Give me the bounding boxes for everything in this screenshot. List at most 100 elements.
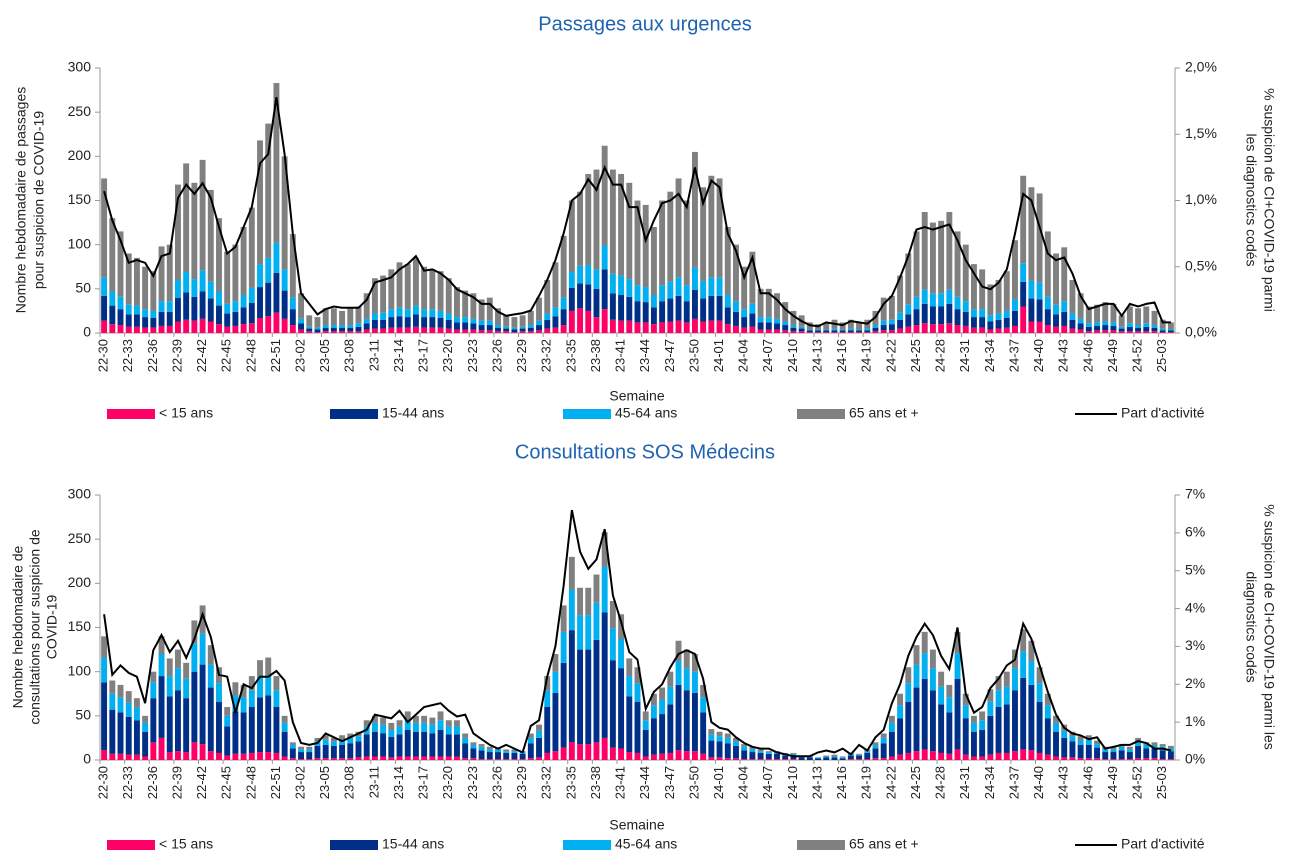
bar-segment [306, 746, 313, 750]
x-tick-label: 24-13 [809, 339, 824, 372]
bar-segment [823, 756, 830, 758]
bar-segment [298, 749, 305, 753]
bar-segment [642, 711, 649, 721]
bar-segment [1053, 326, 1059, 333]
bar-segment [289, 325, 296, 333]
bar-segment [560, 325, 567, 333]
bar-segment [224, 251, 231, 304]
bar-segment [675, 295, 682, 321]
bar-segment [183, 163, 190, 273]
bar-segment [536, 757, 542, 760]
bar-segment [363, 323, 370, 330]
bar-segment [1102, 302, 1109, 322]
bar-segment [1053, 304, 1059, 315]
bar-segment [1077, 323, 1084, 330]
bar-segment [355, 331, 362, 333]
bar-segment [322, 308, 329, 326]
bar-segment [1053, 722, 1059, 732]
bar-segment [1126, 326, 1133, 332]
bar-segment [1102, 759, 1109, 760]
bar-segment [380, 319, 387, 329]
bar-segment [437, 729, 444, 757]
bar-segment [946, 697, 953, 713]
bar-segment [109, 305, 116, 325]
bar-segment [281, 722, 288, 732]
bar-segment [1069, 328, 1076, 333]
bar-segment [421, 317, 428, 328]
bar-segment [470, 748, 477, 759]
bar-segment [888, 722, 895, 732]
bar-segment [1077, 744, 1084, 759]
bar-segment [527, 327, 534, 332]
bar-segment [437, 720, 444, 730]
bar-segment [166, 752, 173, 760]
bar-segment [815, 757, 821, 759]
bar-segment [380, 275, 387, 313]
bar-segment [454, 756, 460, 760]
bar-segment [765, 317, 772, 323]
bar-segment [1126, 759, 1133, 760]
bar-segment [1110, 325, 1117, 331]
bar-segment [913, 231, 920, 297]
x-tick-label: 24-07 [760, 339, 775, 372]
bar-segment [232, 682, 239, 696]
bar-segment [831, 756, 838, 758]
bar-segment [1061, 757, 1068, 760]
bar-segment [248, 707, 255, 753]
x-tick-label: 24-37 [1006, 339, 1021, 372]
bar-segment [519, 328, 526, 332]
bar-segment [175, 751, 181, 760]
y-tick-label: 200 [68, 574, 92, 590]
bar-segment [1110, 746, 1117, 750]
bar-segment [412, 756, 419, 760]
bar-segment [724, 295, 731, 308]
bar-segment [675, 750, 682, 760]
bar-segment [183, 272, 190, 293]
bar-segment [1028, 298, 1035, 322]
bar-segment [938, 220, 945, 294]
bar-segment [856, 755, 863, 760]
bar-segment [388, 269, 395, 310]
bar-segment [634, 200, 641, 286]
legend-label: < 15 ans [159, 405, 213, 421]
bar-segment [733, 741, 739, 746]
bar-segment [281, 318, 288, 333]
bar-segment [897, 718, 904, 755]
bar-segment [183, 319, 190, 333]
bar-segment [741, 317, 748, 328]
y-axis-title: consultations pour suspicion de [27, 529, 43, 725]
bar-segment [593, 317, 600, 333]
bar-segment [905, 667, 912, 684]
bar-segment [979, 711, 986, 721]
bar-segment [856, 332, 863, 333]
x-tick-label: 23-14 [391, 339, 406, 372]
bar-segment [634, 301, 641, 323]
bar-segment [421, 715, 428, 723]
bar-segment [921, 211, 928, 290]
bar-segment [339, 739, 346, 745]
bar-segment [888, 324, 895, 331]
bar-segment [183, 752, 190, 760]
bar-segment [683, 668, 690, 691]
bar-segment [856, 322, 863, 330]
bar-segment [560, 605, 567, 632]
bar-segment [257, 697, 263, 753]
bar-segment [404, 720, 411, 730]
bar-segment [577, 587, 584, 616]
bar-segment [815, 330, 821, 333]
bar-segment [905, 326, 912, 333]
bar-segment [1012, 325, 1018, 333]
bar-segment [609, 169, 616, 274]
bar-segment [1003, 752, 1010, 760]
bar-segment [544, 676, 551, 691]
bar-segment [938, 752, 945, 760]
bar-segment [970, 715, 977, 723]
bar-segment [412, 722, 419, 732]
y-tick-label: 150 [68, 618, 92, 634]
bar-segment [913, 687, 920, 752]
bar-segment [724, 227, 731, 296]
bar-segment [330, 741, 337, 746]
bar-segment [371, 756, 378, 760]
x-tick-label: 22-33 [120, 766, 135, 799]
bar-segment [897, 319, 904, 329]
